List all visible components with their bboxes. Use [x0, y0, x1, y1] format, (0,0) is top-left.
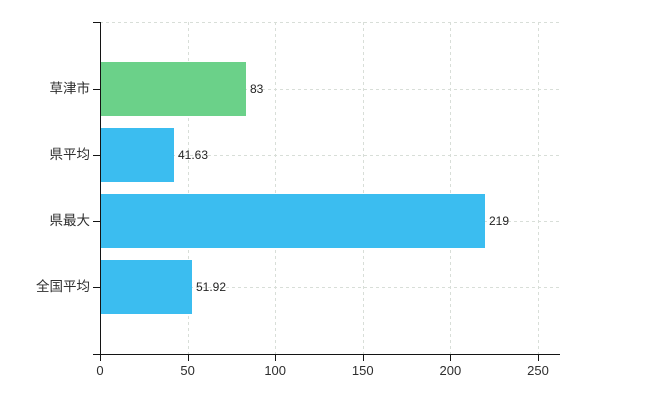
y-axis-tick — [93, 221, 100, 222]
vertical-gridline — [537, 22, 539, 354]
horizontal-gridline — [100, 155, 559, 156]
vertical-gridline — [275, 22, 277, 354]
category-label: 県平均 — [49, 147, 91, 162]
y-axis — [100, 22, 101, 354]
value-label: 83 — [250, 82, 264, 96]
y-axis-tick — [93, 89, 100, 90]
y-axis-top-tick — [93, 22, 100, 23]
x-axis-tick — [275, 354, 277, 361]
y-axis-tick — [93, 287, 100, 288]
vertical-gridline — [450, 22, 452, 354]
x-tick-label: 200 — [439, 363, 462, 378]
bar-2 — [101, 128, 174, 182]
x-axis-tick — [362, 354, 364, 361]
x-tick-label: 0 — [96, 363, 104, 378]
vertical-gridline — [362, 22, 364, 354]
x-tick-label: 100 — [264, 363, 287, 378]
x-axis-tick — [100, 354, 101, 361]
vertical-gridline — [187, 22, 189, 354]
horizontal-gridline — [100, 287, 559, 288]
value-label: 51.92 — [196, 280, 227, 294]
x-axis-tick — [450, 354, 452, 361]
category-label: 全国平均 — [36, 279, 90, 294]
category-label: 草津市 — [49, 81, 91, 96]
bar-1 — [101, 62, 246, 116]
top-gridline — [100, 22, 559, 23]
bar-3 — [101, 194, 485, 248]
x-axis-tick — [187, 354, 189, 361]
category-label: 県最大 — [49, 213, 91, 228]
x-tick-label: 250 — [527, 363, 549, 378]
value-label: 219 — [489, 214, 510, 228]
y-axis-tick — [93, 155, 100, 156]
x-axis-tick — [537, 354, 539, 361]
horizontal-gridline — [100, 89, 559, 90]
x-tick-label: 50 — [180, 363, 195, 378]
value-label: 41.63 — [178, 148, 209, 162]
x-tick-label: 150 — [351, 363, 374, 378]
bar-4 — [101, 260, 192, 314]
x-axis — [93, 354, 560, 355]
